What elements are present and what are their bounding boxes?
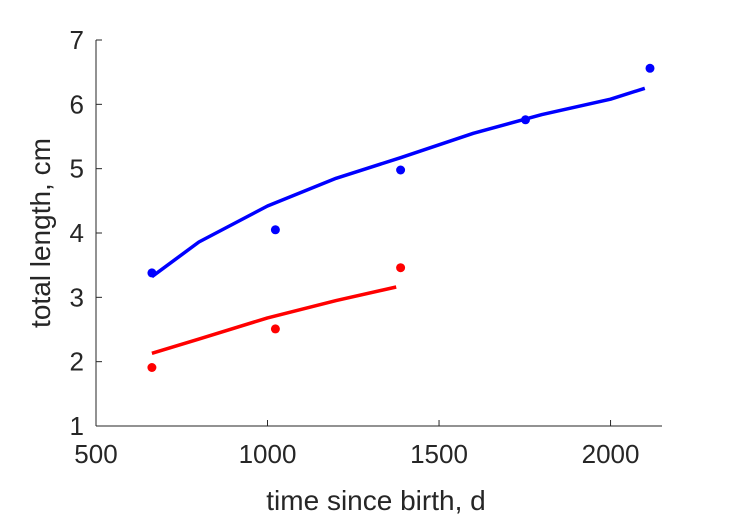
data-point [645,63,655,73]
data-point [147,268,157,278]
series-layer [147,63,655,372]
fit-line [150,86,646,279]
axes: 500 1000 1500 2000 1 2 3 4 5 6 7 [70,25,662,469]
data-point [270,225,280,235]
x-axis-label: time since birth, d [266,485,485,516]
data-point [521,115,530,125]
series-2 [147,263,406,372]
y-tick-label: 3 [70,282,84,312]
x-tick-label: 2000 [582,439,640,469]
x-tick-label: 500 [74,439,117,469]
y-axis-label: total length, cm [25,138,56,328]
data-point [396,165,406,175]
data-point [147,363,157,372]
y-tick-label: 6 [70,89,84,119]
y-tick-label: 2 [70,347,84,377]
x-tick-label: 1000 [239,439,297,469]
y-tick-label: 4 [70,218,84,248]
fit-line [151,285,397,355]
y-tick-label: 7 [70,25,84,55]
data-point [270,324,280,334]
y-tick-label: 1 [70,411,84,441]
series-1 [147,63,655,279]
y-tick-label: 5 [70,154,84,184]
x-tick-label: 1500 [410,439,468,469]
data-point [396,263,406,273]
